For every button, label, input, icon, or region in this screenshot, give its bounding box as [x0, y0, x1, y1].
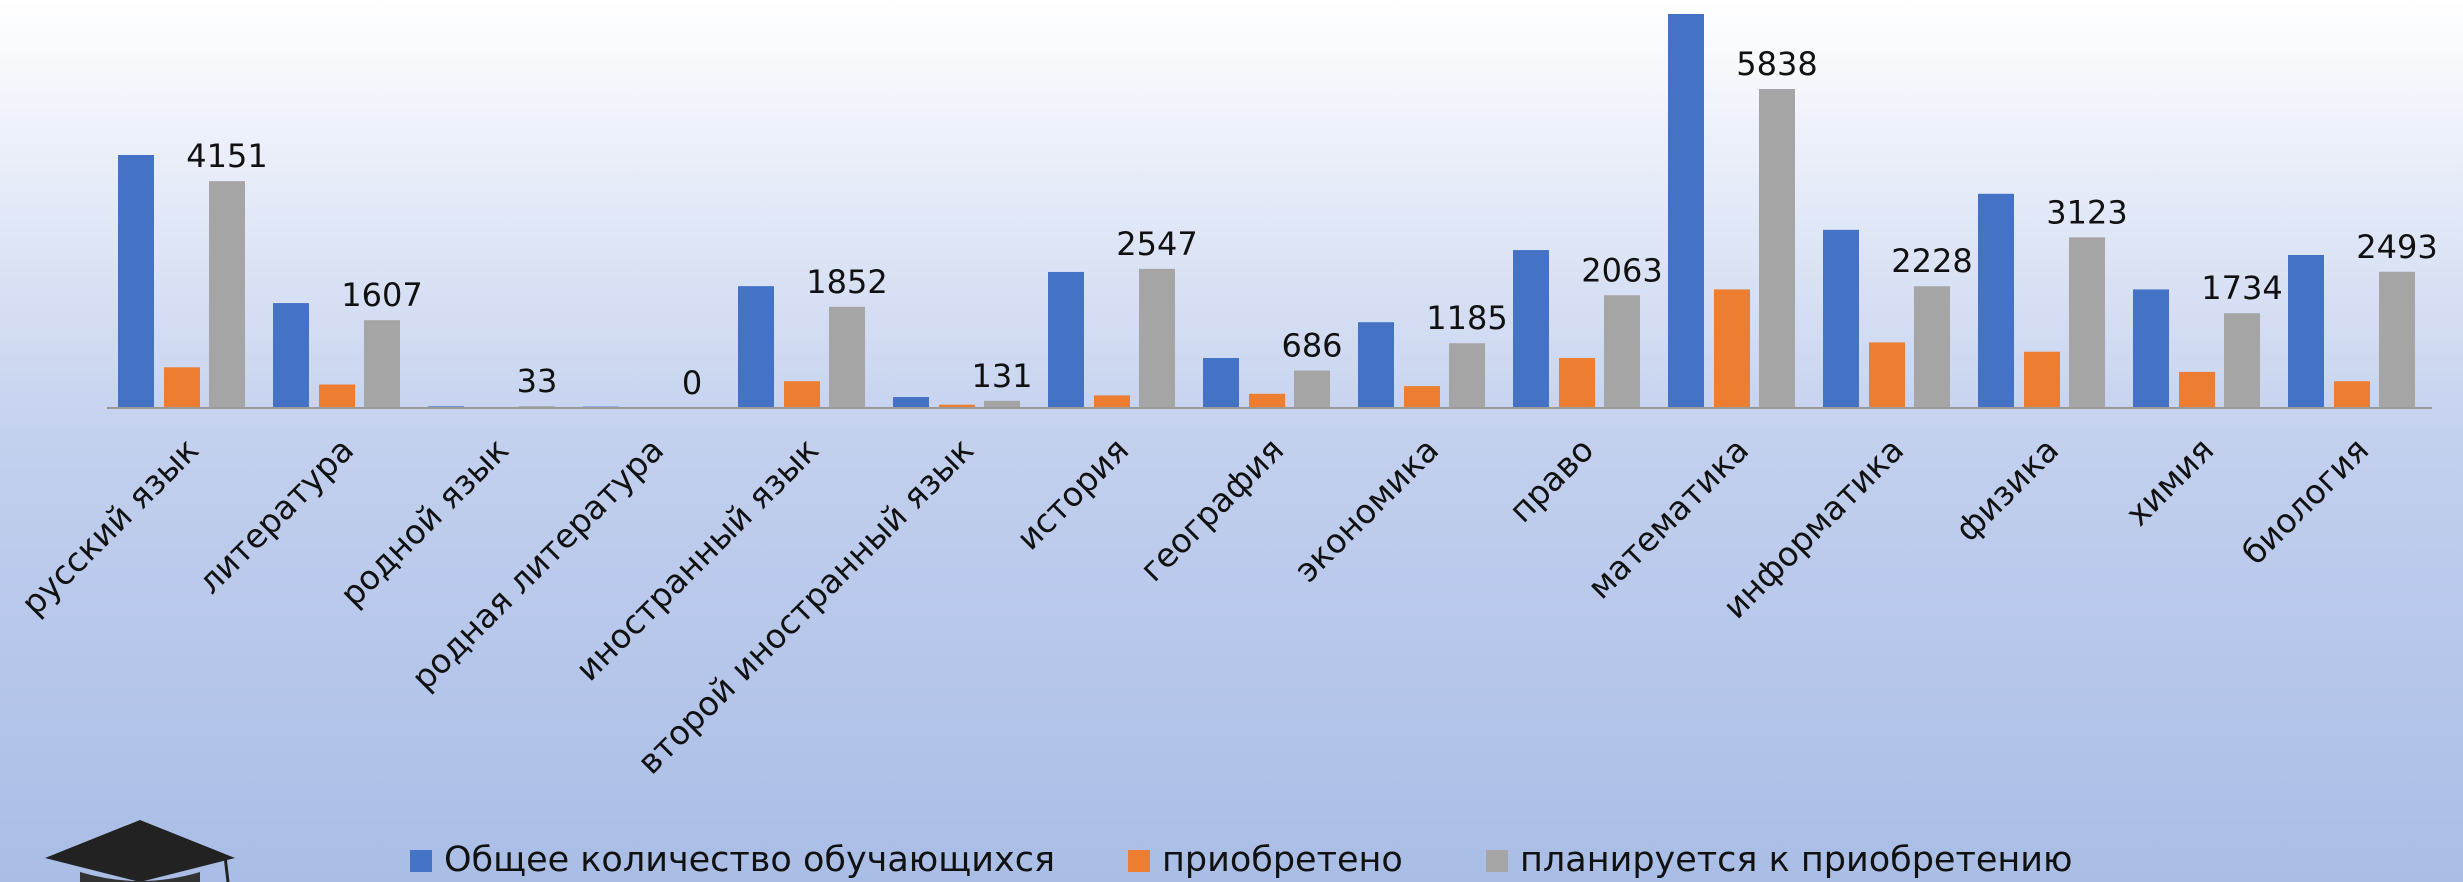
bar: [1604, 295, 1640, 408]
bar: [2133, 289, 2169, 408]
bar: [164, 367, 200, 408]
bar: [2069, 237, 2105, 408]
bar: [1668, 14, 1704, 408]
bar: [1139, 268, 1175, 408]
bar: [2024, 351, 2060, 408]
data-label: 2228: [1891, 242, 1972, 280]
bar: [209, 181, 245, 408]
legend-label: Общее количество обучающихся: [444, 840, 1055, 880]
bar: [2288, 254, 2324, 408]
bar: [2334, 381, 2370, 408]
bar: [1869, 342, 1905, 408]
legend-label: приобретено: [1162, 840, 1403, 880]
bar: [118, 154, 154, 408]
data-label: 3123: [2046, 193, 2127, 231]
bar: [1358, 322, 1394, 408]
bar: [2224, 313, 2260, 408]
data-label: 5838: [1736, 45, 1817, 83]
graduation-cap-icon: [45, 820, 235, 882]
legend-swatch: [1128, 850, 1150, 872]
data-label: 1185: [1426, 299, 1507, 337]
bar: [784, 381, 820, 408]
data-label: 1852: [806, 263, 887, 301]
bar: [1559, 357, 1595, 408]
bar: [738, 286, 774, 408]
data-label: 686: [1281, 327, 1342, 365]
data-label: 1607: [341, 276, 422, 314]
data-label: 2493: [2356, 228, 2437, 266]
legend-swatch: [410, 850, 432, 872]
bar: [1094, 395, 1130, 408]
data-label: 0: [682, 364, 702, 402]
bar: [2179, 371, 2215, 408]
bar: [1294, 370, 1330, 408]
bar: [364, 320, 400, 408]
bar: [1823, 229, 1859, 408]
data-label: 1734: [2201, 269, 2282, 307]
bar: [1249, 393, 1285, 408]
data-label: 4151: [186, 137, 267, 175]
bar: [1048, 271, 1084, 408]
bar: [1714, 289, 1750, 408]
legend-label: планируется к приобретению: [1520, 840, 2072, 880]
bar: [1914, 286, 1950, 408]
bar: [939, 404, 975, 408]
data-label: 2547: [1116, 225, 1197, 263]
bar: [893, 397, 929, 408]
bar: [1449, 343, 1485, 408]
data-label: 2063: [1581, 251, 1662, 289]
legend-swatch: [1486, 850, 1508, 872]
bar: [2379, 271, 2415, 408]
bar: [1404, 386, 1440, 408]
data-label: 33: [517, 362, 558, 400]
bar: [1203, 357, 1239, 408]
bar: [1513, 250, 1549, 408]
bar: [1759, 88, 1795, 408]
bar: [829, 306, 865, 408]
bar: [319, 384, 355, 408]
bar: [1978, 193, 2014, 408]
bar: [984, 400, 1020, 408]
data-label: 131: [971, 357, 1032, 395]
bar: [273, 303, 309, 408]
